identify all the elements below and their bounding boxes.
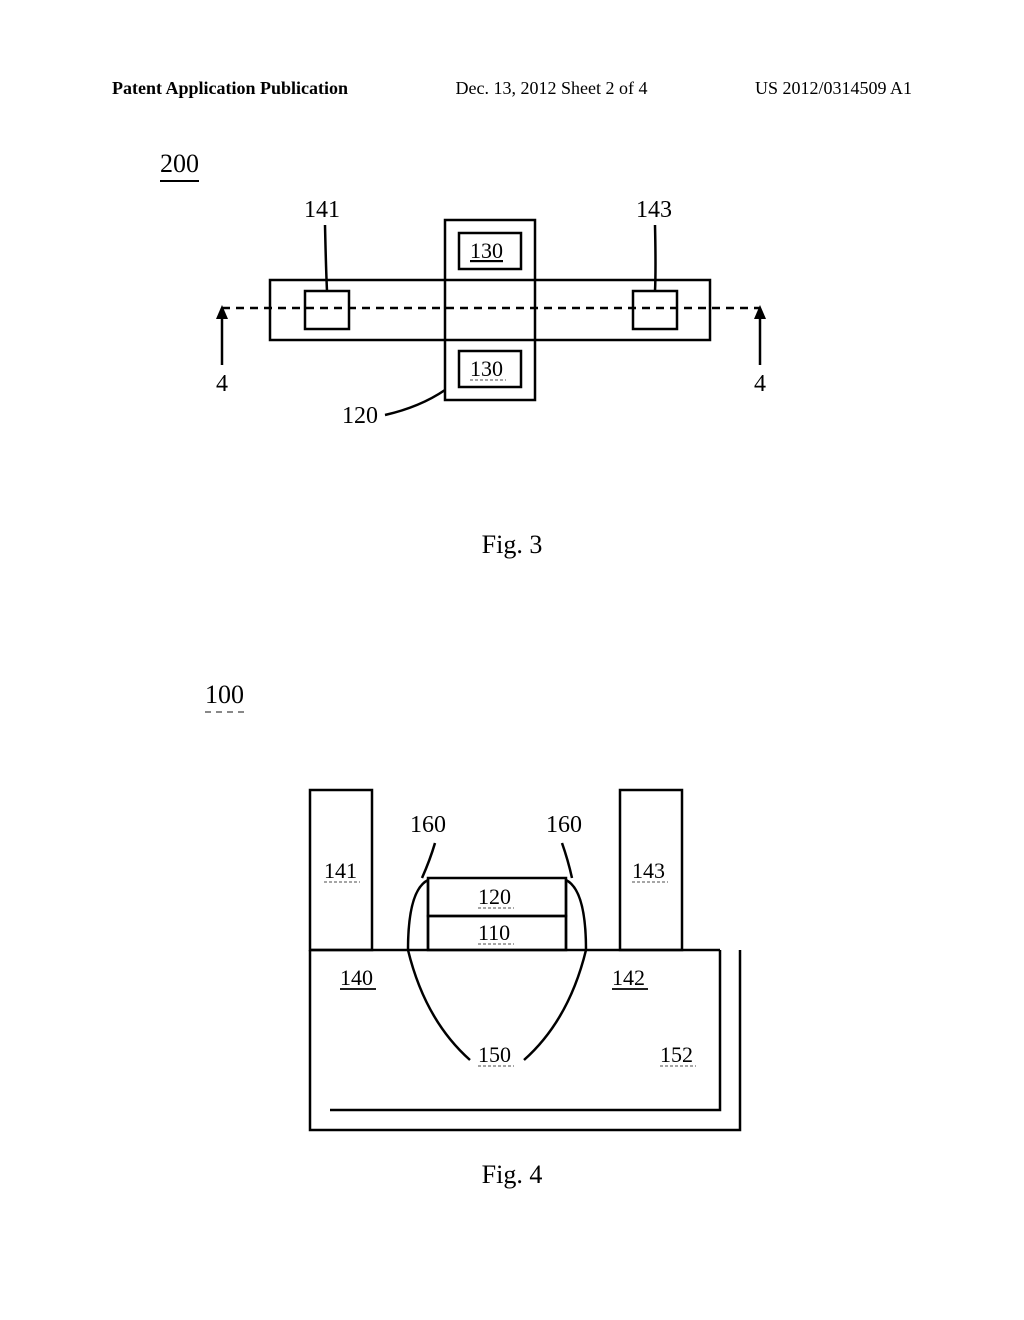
label-141: 141: [304, 197, 340, 223]
label-160-left: 160: [410, 812, 446, 838]
svg-text:141: 141: [324, 858, 357, 883]
svg-text:120: 120: [478, 884, 511, 909]
label-143: 143: [632, 858, 668, 883]
label-160-right: 160: [546, 812, 582, 838]
figure-3: 141 143 4 4 120 130 130: [170, 195, 850, 475]
label-130-bottom: 130: [470, 356, 506, 381]
svg-text:152: 152: [660, 1042, 693, 1067]
label-120: 120: [478, 884, 514, 909]
header-left: Patent Application Publication: [112, 78, 348, 99]
label-120: 120: [342, 403, 378, 429]
svg-text:110: 110: [478, 920, 510, 945]
svg-text:150: 150: [478, 1042, 511, 1067]
fig3-top-ref: 200: [160, 149, 199, 182]
fig4-caption: Fig. 4: [0, 1160, 1024, 1190]
label-142: 142: [612, 965, 648, 990]
label-150: 150: [478, 1042, 514, 1067]
label-143: 143: [636, 197, 672, 223]
label-110: 110: [478, 920, 514, 945]
fig3-caption: Fig. 3: [0, 530, 1024, 560]
page-header: Patent Application Publication Dec. 13, …: [0, 78, 1024, 99]
svg-text:142: 142: [612, 965, 645, 990]
label-152: 152: [660, 1042, 696, 1067]
label-140: 140: [340, 965, 376, 990]
header-right: US 2012/0314509 A1: [755, 78, 912, 99]
label-4-left: 4: [216, 371, 228, 397]
svg-text:130: 130: [470, 356, 503, 381]
label-141: 141: [324, 858, 360, 883]
svg-text:140: 140: [340, 965, 373, 990]
figure-4: 160 160 141 143 120 110 140 142 150 152: [250, 760, 790, 1160]
label-4-right: 4: [754, 371, 766, 397]
header-center: Dec. 13, 2012 Sheet 2 of 4: [456, 78, 648, 99]
fig4-top-ref: 100: [205, 680, 244, 713]
svg-text:143: 143: [632, 858, 665, 883]
label-130-top: 130: [470, 238, 503, 263]
